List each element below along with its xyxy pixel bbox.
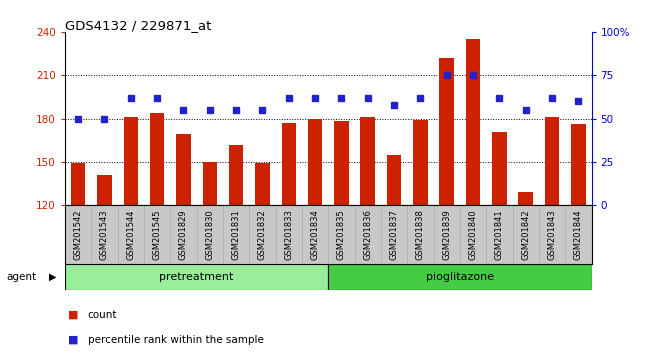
Text: count: count: [88, 310, 117, 320]
Bar: [308, 119, 322, 205]
Bar: [229, 144, 243, 205]
Text: GSM201831: GSM201831: [231, 209, 240, 260]
Bar: [150, 113, 164, 205]
Bar: [98, 175, 112, 205]
Text: GSM201542: GSM201542: [73, 209, 83, 260]
FancyBboxPatch shape: [65, 264, 328, 290]
Bar: [466, 39, 480, 205]
Bar: [571, 124, 586, 205]
Bar: [124, 117, 138, 205]
Text: GDS4132 / 229871_at: GDS4132 / 229871_at: [65, 19, 211, 33]
Text: GSM201834: GSM201834: [311, 209, 320, 260]
Text: GSM201840: GSM201840: [469, 209, 478, 260]
Text: GSM201841: GSM201841: [495, 209, 504, 260]
Text: percentile rank within the sample: percentile rank within the sample: [88, 335, 264, 345]
Text: GSM201835: GSM201835: [337, 209, 346, 260]
Text: GSM201836: GSM201836: [363, 209, 372, 260]
Text: GSM201544: GSM201544: [126, 209, 135, 260]
Text: ■: ■: [68, 310, 79, 320]
Text: GSM201833: GSM201833: [284, 209, 293, 260]
Bar: [176, 135, 190, 205]
Bar: [519, 192, 533, 205]
Bar: [545, 117, 559, 205]
Text: GSM201830: GSM201830: [205, 209, 214, 260]
Text: GSM201844: GSM201844: [574, 209, 583, 260]
Text: pretreatment: pretreatment: [159, 272, 234, 282]
Text: GSM201839: GSM201839: [442, 209, 451, 260]
Bar: [334, 121, 348, 205]
Text: GSM201837: GSM201837: [389, 209, 398, 260]
Text: GSM201832: GSM201832: [258, 209, 267, 260]
Bar: [439, 58, 454, 205]
Text: GSM201843: GSM201843: [547, 209, 556, 260]
Text: GSM201838: GSM201838: [416, 209, 425, 260]
Text: ■: ■: [68, 335, 79, 345]
Bar: [71, 164, 85, 205]
Bar: [387, 155, 401, 205]
FancyBboxPatch shape: [328, 264, 592, 290]
Bar: [203, 162, 217, 205]
Text: GSM201543: GSM201543: [100, 209, 109, 260]
Bar: [492, 132, 506, 205]
Text: ▶: ▶: [49, 272, 57, 282]
Text: GSM201545: GSM201545: [153, 209, 162, 260]
Bar: [413, 120, 428, 205]
Bar: [281, 123, 296, 205]
Text: GSM201829: GSM201829: [179, 209, 188, 260]
Bar: [255, 164, 270, 205]
Text: agent: agent: [6, 272, 36, 282]
Text: pioglitazone: pioglitazone: [426, 272, 494, 282]
Text: GSM201842: GSM201842: [521, 209, 530, 260]
Bar: [361, 117, 375, 205]
